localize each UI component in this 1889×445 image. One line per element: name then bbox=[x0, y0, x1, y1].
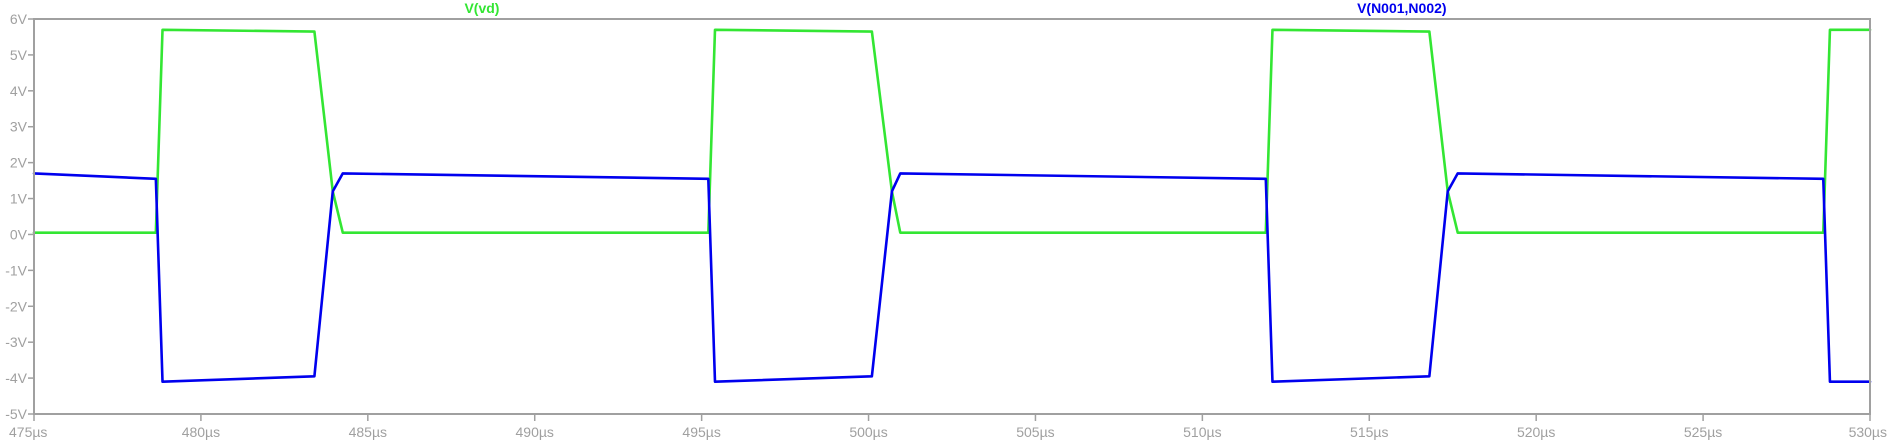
x-tick-label: 490µs bbox=[516, 424, 554, 440]
x-tick-label: 485µs bbox=[349, 424, 387, 440]
y-tick-label: 3V bbox=[10, 119, 28, 135]
y-tick-label: 0V bbox=[10, 226, 28, 242]
y-tick-label: 2V bbox=[10, 155, 28, 171]
x-tick-label: 495µs bbox=[682, 424, 720, 440]
plot-frame bbox=[33, 18, 1871, 415]
y-tick-label: 1V bbox=[10, 191, 28, 207]
legend-entry-v-vd[interactable]: V(vd) bbox=[464, 0, 499, 16]
y-tick-label: -1V bbox=[5, 262, 27, 278]
legend-entry-v-n001-n002[interactable]: V(N001,N002) bbox=[1357, 0, 1447, 16]
series-line-v-vd bbox=[32, 28, 1872, 234]
y-tick-label: -5V bbox=[5, 406, 27, 422]
x-tick-label: 480µs bbox=[182, 424, 220, 440]
x-tick-label: 515µs bbox=[1350, 424, 1388, 440]
x-tick-label: 505µs bbox=[1016, 424, 1054, 440]
x-tick-label: 520µs bbox=[1517, 424, 1555, 440]
x-tick-label: 475µs bbox=[9, 424, 47, 440]
x-tick-label: 530µs bbox=[1849, 424, 1887, 440]
y-tick-label: 6V bbox=[10, 11, 28, 27]
x-tick-label: 500µs bbox=[849, 424, 887, 440]
y-tick-label: -2V bbox=[5, 298, 27, 314]
series-line-v-n001-n002 bbox=[32, 172, 1872, 383]
y-tick-label: 4V bbox=[10, 83, 28, 99]
x-tick-label: 525µs bbox=[1684, 424, 1722, 440]
y-tick-label: 5V bbox=[10, 47, 28, 63]
y-tick-label: -4V bbox=[5, 370, 27, 386]
x-tick-label: 510µs bbox=[1183, 424, 1221, 440]
y-tick-label: -3V bbox=[5, 334, 27, 350]
